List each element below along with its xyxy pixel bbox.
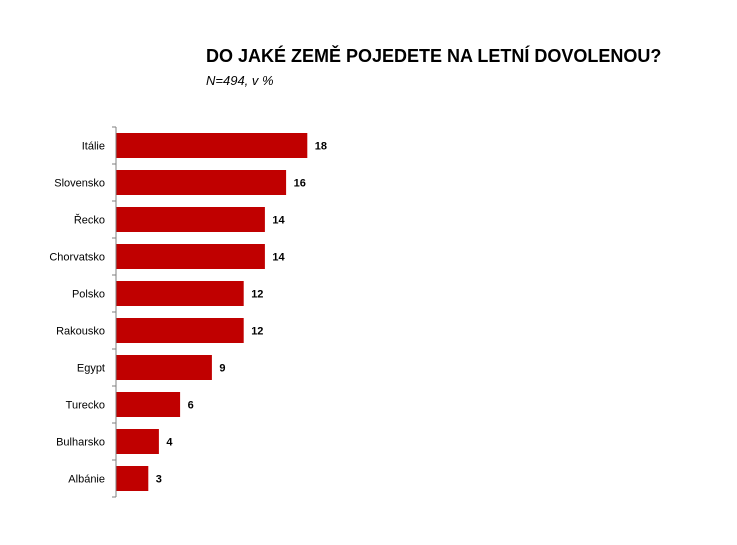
bar <box>116 466 149 491</box>
category-label: Albánie <box>68 474 105 486</box>
category-label: Rakousko <box>56 326 105 338</box>
category-label: Egypt <box>77 363 105 375</box>
category-label: Itálie <box>82 141 105 153</box>
category-label: Bulharsko <box>56 437 105 449</box>
data-label: 9 <box>219 363 225 375</box>
data-label: 3 <box>156 474 162 486</box>
category-label: Řecko <box>74 214 105 227</box>
data-label: 6 <box>188 400 194 412</box>
data-label: 14 <box>272 252 285 264</box>
bar <box>116 281 244 306</box>
data-label: 18 <box>315 141 327 153</box>
category-label: Turecko <box>66 400 105 412</box>
chart-subtitle: N=494, v % <box>206 73 274 88</box>
bar <box>116 392 181 417</box>
category-label: Polsko <box>72 289 105 301</box>
category-label: Chorvatsko <box>49 252 105 264</box>
bar <box>116 170 287 195</box>
data-label: 4 <box>166 437 173 449</box>
bar <box>116 133 308 158</box>
bar <box>116 429 159 454</box>
data-label: 16 <box>294 178 306 190</box>
bar <box>116 318 244 343</box>
chart-title: DO JAKÉ ZEMĚ POJEDETE NA LETNÍ DOVOLENOU… <box>206 46 662 66</box>
bar <box>116 244 265 269</box>
bar <box>116 355 212 380</box>
data-label: 12 <box>251 326 263 338</box>
bar <box>116 207 265 232</box>
data-label: 14 <box>272 215 285 227</box>
category-label: Slovensko <box>54 178 105 190</box>
data-label: 12 <box>251 289 263 301</box>
